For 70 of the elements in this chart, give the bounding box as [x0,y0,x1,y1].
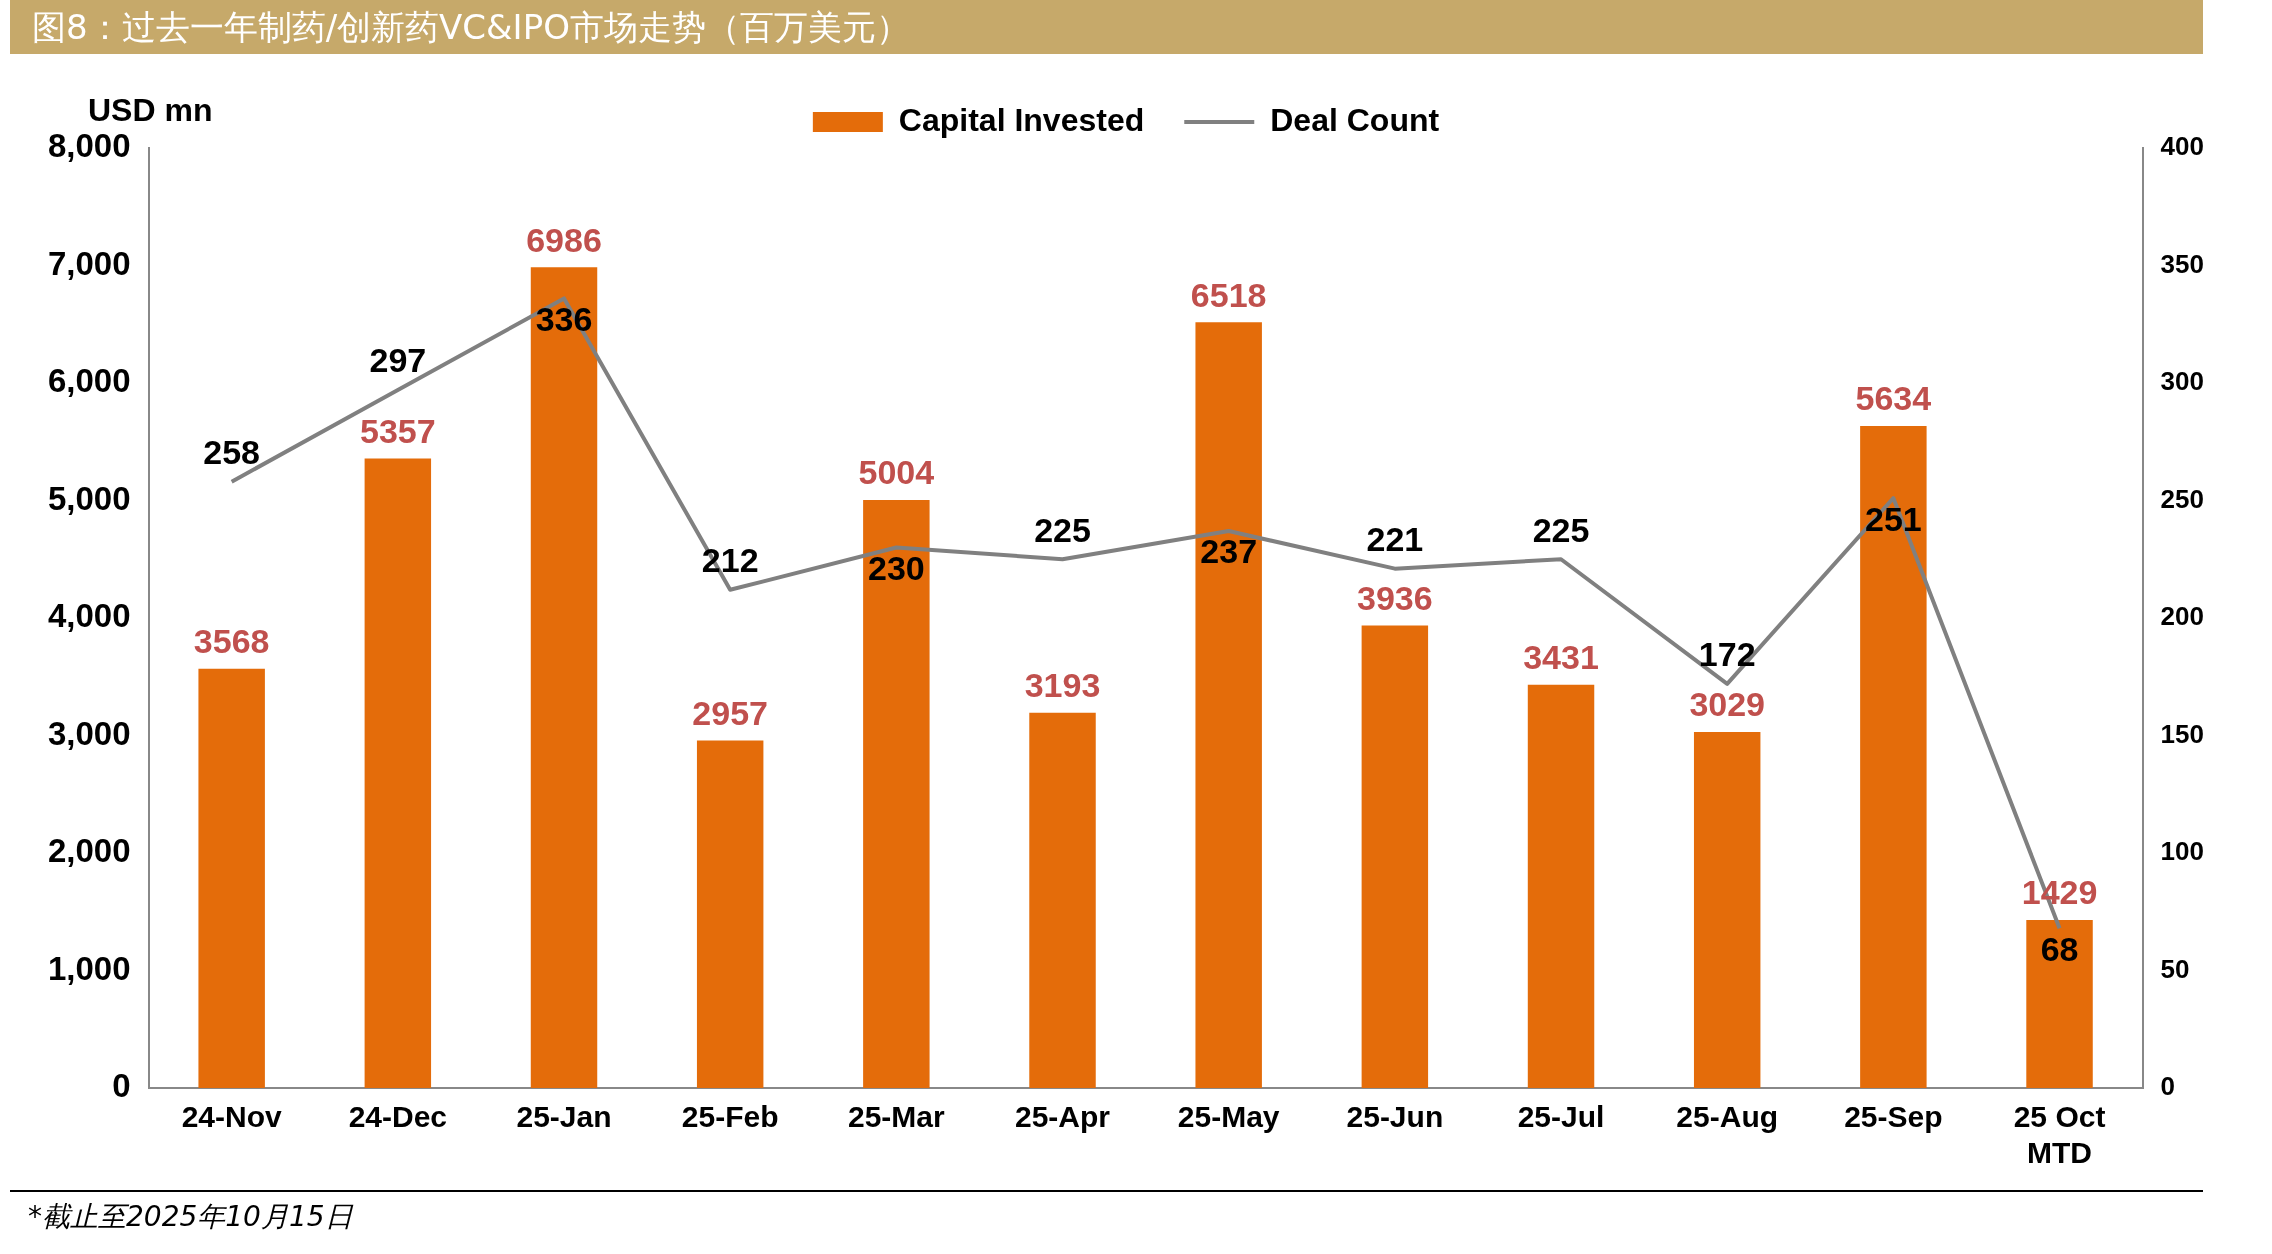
y2-tick-label: 350 [2160,248,2205,279]
data-label: 225 [1034,510,1091,549]
bar [530,267,598,1088]
y2-tick-label: 250 [2160,483,2205,514]
data-label: 6986 [526,220,602,259]
x-tick-label: 25-May [1177,1100,1280,1134]
bar [1195,322,1262,1088]
data-label: 212 [701,541,759,580]
data-label: 237 [1200,532,1258,571]
data-label: 3029 [1689,685,1766,724]
x-tick-label: 25-Apr [1015,1100,1111,1134]
x-tick-label: 25-Jun [1346,1100,1444,1134]
data-label: 6518 [1190,275,1267,314]
text: *截止至2025年10月15日 [10,1190,2203,1236]
y-tick-label: 6,000 [47,362,131,400]
y-tick-label: 7,000 [47,244,131,282]
x-tick-label: 25-Jul [1517,1100,1605,1134]
y2-tick-label: 150 [2160,718,2205,749]
data-label: 172 [1698,635,1756,674]
y-tick-label: 2,000 [47,832,131,870]
data-label: 230 [867,548,925,587]
data-label: 3936 [1357,578,1433,617]
x-tick-label: 25-Jan [516,1100,612,1134]
data-label: 225 [1532,510,1590,549]
bar [1693,732,1761,1088]
y-tick-label: 3,000 [47,714,131,752]
bar [1860,426,1927,1088]
data-label: 5004 [858,453,935,492]
y-tick-label: 8,000 [47,127,131,165]
data-label: 3431 [1523,638,1599,677]
x-tick-label: 24-Nov [181,1100,282,1134]
y-tick-label: 4,000 [47,597,131,635]
data-label: 5634 [1855,379,1932,418]
bar [2026,920,2093,1088]
y-axis-title: USD mn [88,91,213,128]
bar [364,458,432,1088]
y2-tick-label: 0 [2160,1071,2176,1102]
y2-tick-label: 50 [2160,953,2190,984]
data-label: 336 [535,299,593,338]
data-label: 258 [203,433,261,472]
x-tick-label: 25 Oct MTD [2013,1100,2106,1170]
bar [1361,625,1429,1088]
bar [1029,712,1096,1088]
data-label: 221 [1366,520,1424,559]
chart-title: 图8：过去一年制药/创新药VC&IPO市场走势（百万美元） [10,0,2203,54]
y2-tick-label: 300 [2160,366,2205,397]
bar [198,668,265,1088]
bar [696,740,764,1088]
x-tick-label: 25-Feb [681,1100,779,1134]
y2-tick-label: 200 [2160,601,2205,632]
y-tick-label: 5,000 [47,479,131,517]
y-tick-label: 1,000 [47,949,131,987]
bar [1527,684,1595,1088]
y2-tick-label: 100 [2160,836,2205,867]
data-label: 3568 [193,622,270,661]
x-tick-label: 25-Mar [847,1100,946,1134]
x-tick-label: 24-Dec [348,1100,448,1134]
y2-tick-label: 400 [2160,131,2205,162]
data-label: 297 [369,341,427,380]
data-label: 5357 [360,411,436,450]
data-label: 251 [1865,499,1922,538]
data-label: 2957 [692,693,768,732]
x-tick-label: 25-Sep [1844,1100,1943,1134]
data-label: 68 [2040,929,2079,968]
legend-label: Capital Invested [898,101,1145,138]
bar [863,500,930,1088]
y-tick-label: 0 [112,1067,131,1105]
data-label: 3193 [1024,666,1101,705]
x-tick-label: 25-Aug [1676,1100,1779,1134]
legend-label: Deal Count [1270,101,1440,138]
